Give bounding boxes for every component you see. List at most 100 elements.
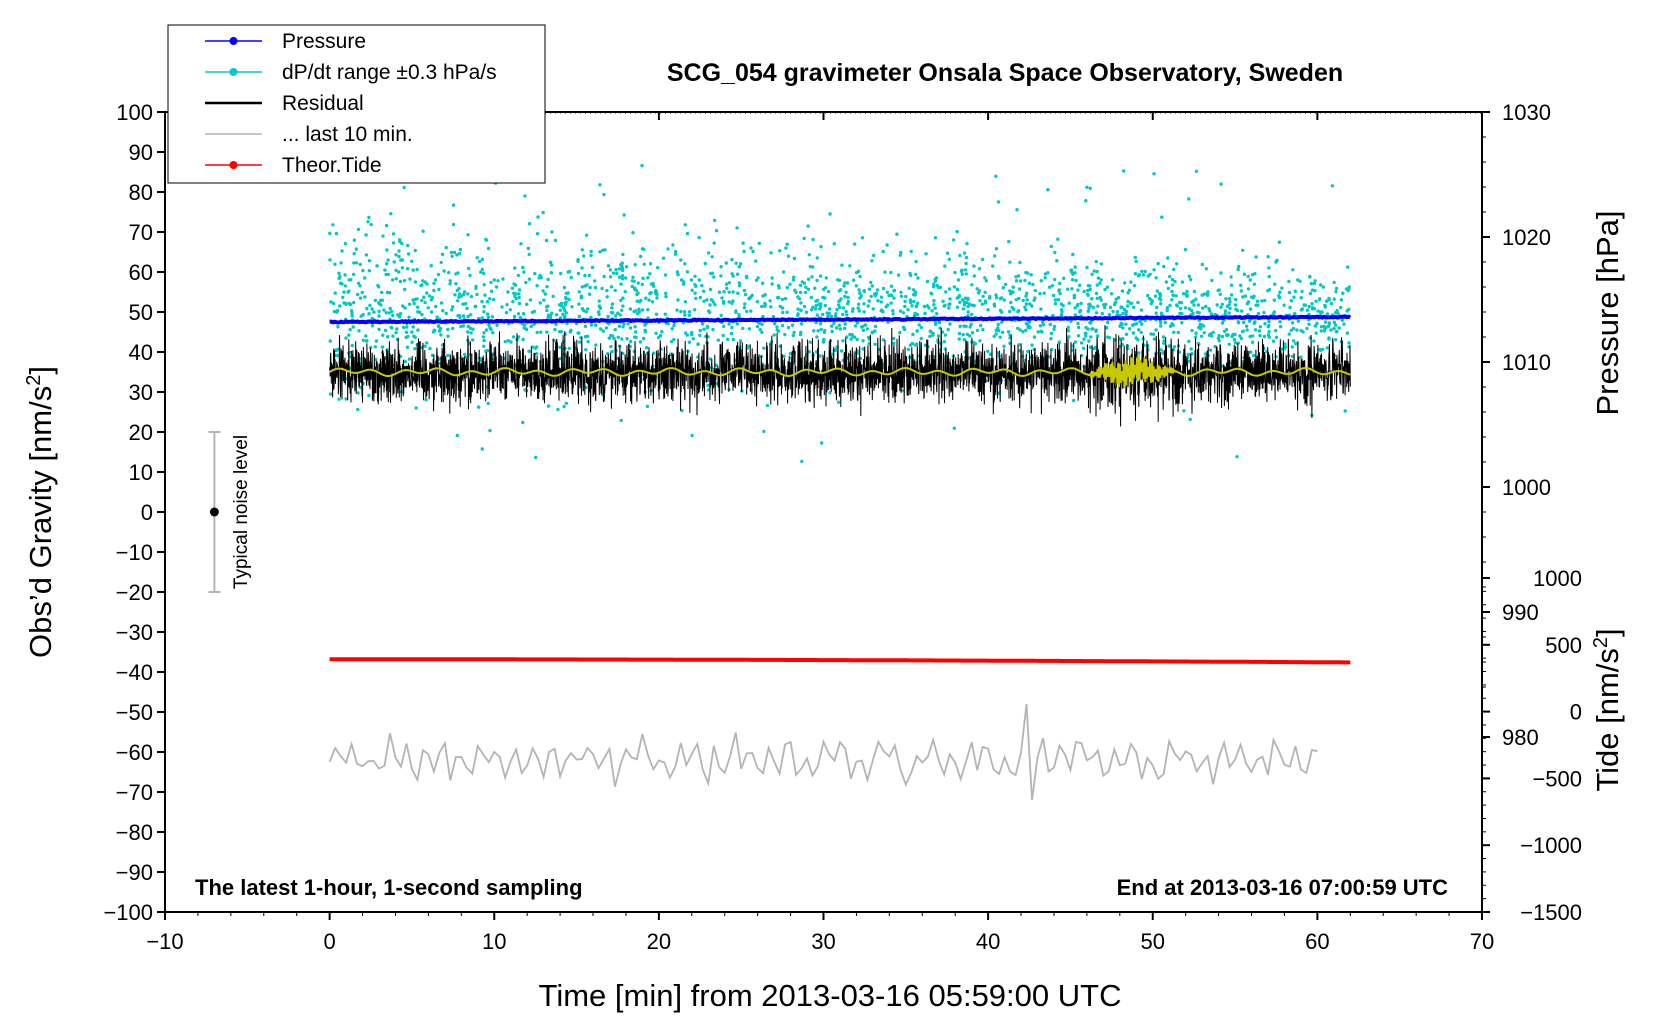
dpdt-point [1152, 268, 1156, 272]
dpdt-point [910, 304, 914, 308]
dpdt-point [844, 290, 848, 294]
dpdt-point [828, 391, 832, 395]
dpdt-point [944, 290, 948, 294]
dpdt-point [1254, 255, 1258, 259]
dpdt-point [1227, 303, 1231, 307]
dpdt-point [436, 272, 441, 277]
dpdt-point [621, 304, 625, 308]
dpdt-point [513, 294, 517, 298]
dpdt-point [837, 278, 842, 283]
dpdt-point [1289, 328, 1294, 332]
dpdt-point [811, 305, 815, 309]
dpdt-point [705, 325, 710, 330]
dpdt-point [694, 284, 698, 288]
dpdt-point [883, 270, 887, 274]
dpdt-point [1256, 311, 1261, 316]
dpdt-point [1026, 325, 1030, 330]
dpdt-point [459, 324, 463, 329]
dpdt-point [411, 325, 415, 329]
dpdt-point [1320, 310, 1324, 314]
dpdt-point [587, 292, 592, 296]
dpdt-point [401, 304, 405, 308]
dpdt-point [654, 291, 658, 295]
dpdt-point [993, 254, 997, 258]
dpdt-point [448, 279, 452, 283]
dpdt-point [598, 250, 602, 254]
dpdt-point [885, 290, 890, 294]
x-tick-label: 70 [1470, 929, 1494, 954]
dpdt-point [996, 200, 1001, 204]
dpdt-point [352, 300, 356, 305]
dpdt-point [597, 304, 602, 308]
dpdt-point [1185, 293, 1189, 297]
dpdt-point [609, 344, 613, 349]
chart-title: SCG_054 gravimeter Onsala Space Observat… [667, 59, 1343, 87]
dpdt-point [1082, 289, 1086, 294]
dpdt-point [1134, 259, 1138, 264]
dpdt-point [621, 296, 625, 300]
dpdt-point [1201, 306, 1205, 310]
dpdt-point [720, 296, 724, 300]
dpdt-point [608, 275, 613, 279]
dpdt-point [1160, 215, 1164, 219]
dpdt-point [1123, 281, 1127, 285]
dpdt-point [1334, 338, 1338, 342]
dpdt-point [958, 253, 962, 258]
dpdt-point [528, 298, 533, 302]
dpdt-point [1305, 308, 1310, 312]
dpdt-point [351, 272, 356, 277]
pressure-tick-label: 1000 [1502, 475, 1551, 500]
dpdt-point [519, 242, 523, 246]
dpdt-point [943, 333, 948, 337]
dpdt-point [619, 418, 623, 423]
dpdt-point [964, 261, 968, 266]
dpdt-point [937, 320, 942, 325]
dpdt-point [811, 237, 815, 242]
dpdt-point [1313, 279, 1317, 283]
dpdt-point [666, 247, 670, 251]
dpdt-point [1099, 278, 1103, 282]
dpdt-point [755, 300, 760, 304]
dpdt-point [687, 310, 692, 314]
dpdt-point [737, 281, 741, 285]
dpdt-point [726, 337, 730, 341]
dpdt-point [367, 269, 371, 273]
dpdt-point [1105, 326, 1109, 330]
dpdt-point [780, 323, 785, 328]
dpdt-point [687, 340, 692, 344]
dpdt-point [1000, 320, 1004, 324]
dpdt-point [1172, 330, 1176, 334]
dpdt-point [644, 296, 648, 300]
dpdt-point [617, 267, 622, 271]
y-tick-label: 20 [129, 420, 153, 445]
dpdt-point [1127, 288, 1132, 292]
dpdt-point [1337, 326, 1341, 330]
dpdt-point [760, 322, 764, 327]
dpdt-point [1170, 322, 1174, 326]
dpdt-point [1347, 287, 1351, 291]
dpdt-point [866, 335, 871, 339]
dpdt-point [1323, 320, 1328, 324]
dpdt-point [404, 335, 408, 340]
dpdt-point [1267, 335, 1271, 339]
dpdt-point [399, 258, 403, 262]
dpdt-point [508, 308, 512, 312]
dpdt-point [1190, 328, 1194, 333]
y-tick-label: 70 [129, 220, 153, 245]
dpdt-point [1194, 335, 1198, 339]
dpdt-point [534, 455, 538, 460]
dpdt-point [1224, 328, 1229, 332]
dpdt-point [827, 307, 832, 311]
dpdt-point [734, 261, 738, 265]
dpdt-point [462, 292, 466, 296]
dpdt-point [530, 310, 535, 314]
dpdt-point [377, 327, 381, 331]
dpdt-point [996, 322, 1000, 327]
dpdt-point [1200, 262, 1205, 267]
dpdt-point [468, 273, 472, 278]
dpdt-point [880, 308, 884, 312]
dpdt-point [1158, 319, 1163, 323]
dpdt-point [965, 242, 969, 246]
dpdt-point [606, 314, 610, 319]
